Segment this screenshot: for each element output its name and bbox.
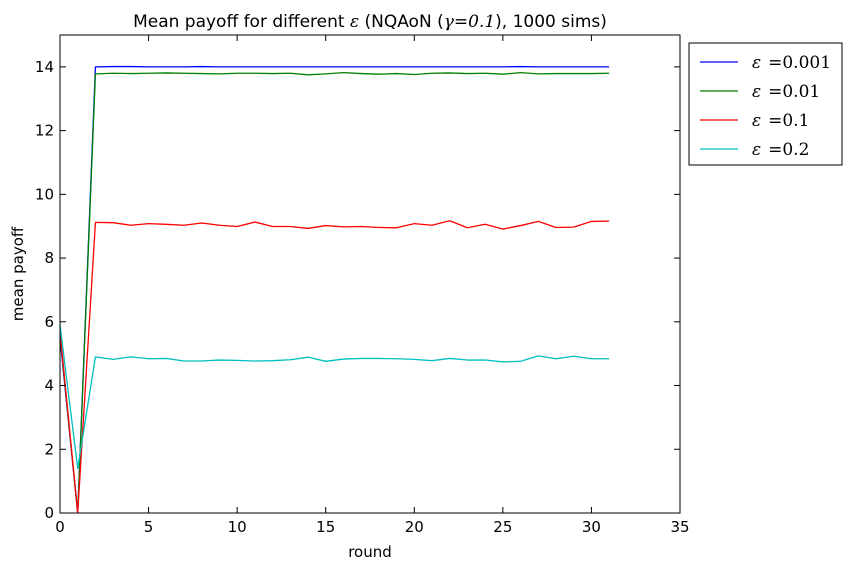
- x-tick-label: 20: [405, 518, 424, 536]
- title-mid: (NQAoN (: [359, 12, 444, 32]
- series-line-3: [60, 220, 610, 513]
- plot-frame: [59, 34, 681, 514]
- x-tick-label: 10: [228, 518, 247, 536]
- series-line-1: [60, 65, 610, 513]
- legend-value: =0.001: [768, 53, 831, 73]
- legend-value: =0.1: [768, 111, 809, 131]
- legend-epsilon: ε: [752, 140, 761, 160]
- series-line-2: [60, 71, 610, 513]
- legend: ε =0.001 ε =0.01 ε =0.1 ε =0.2: [688, 42, 843, 166]
- y-tick-label: 6: [44, 313, 54, 331]
- title-prefix: Mean payoff for different: [133, 12, 350, 32]
- x-tick-label: 5: [144, 518, 154, 536]
- series-line-4: [60, 324, 610, 470]
- legend-epsilon: ε: [752, 82, 761, 102]
- legend-label-3: ε =0.1: [752, 111, 809, 131]
- title-epsilon: ε: [350, 12, 359, 32]
- title-gamma: γ=0.1: [444, 12, 495, 32]
- legend-value: =0.01: [768, 82, 820, 102]
- legend-label-4: ε =0.2: [752, 140, 809, 160]
- x-tick-label: 30: [582, 518, 601, 536]
- y-tick-label: 14: [35, 58, 54, 76]
- series-layer: [60, 65, 610, 513]
- y-tick-label: 4: [44, 377, 54, 395]
- legend-box: [688, 42, 843, 166]
- legend-epsilon: ε: [752, 111, 761, 131]
- x-tick-label: 15: [316, 518, 335, 536]
- ticks-layer: 0 5 10 15 20 25 30 35 0 2 4 6 8 10 12 14: [35, 35, 690, 536]
- legend-value: =0.2: [768, 140, 809, 160]
- y-tick-label: 2: [44, 440, 54, 458]
- title-suffix: ), 1000 sims): [495, 12, 607, 32]
- chart-title: Mean payoff for different ε (NQAoN (γ=0.…: [133, 12, 607, 32]
- x-tick-label: 0: [55, 518, 65, 536]
- x-axis-label: round: [348, 543, 392, 561]
- x-tick-label: 25: [493, 518, 512, 536]
- y-tick-label: 8: [44, 249, 54, 267]
- legend-label-1: ε =0.001: [752, 53, 831, 73]
- legend-epsilon: ε: [752, 53, 761, 73]
- y-tick-label: 12: [35, 122, 54, 140]
- legend-label-2: ε =0.01: [752, 82, 820, 102]
- y-tick-label: 10: [35, 185, 54, 203]
- y-tick-label: 0: [44, 504, 54, 522]
- x-tick-label: 35: [670, 518, 689, 536]
- y-axis-label: mean payoff: [9, 226, 27, 321]
